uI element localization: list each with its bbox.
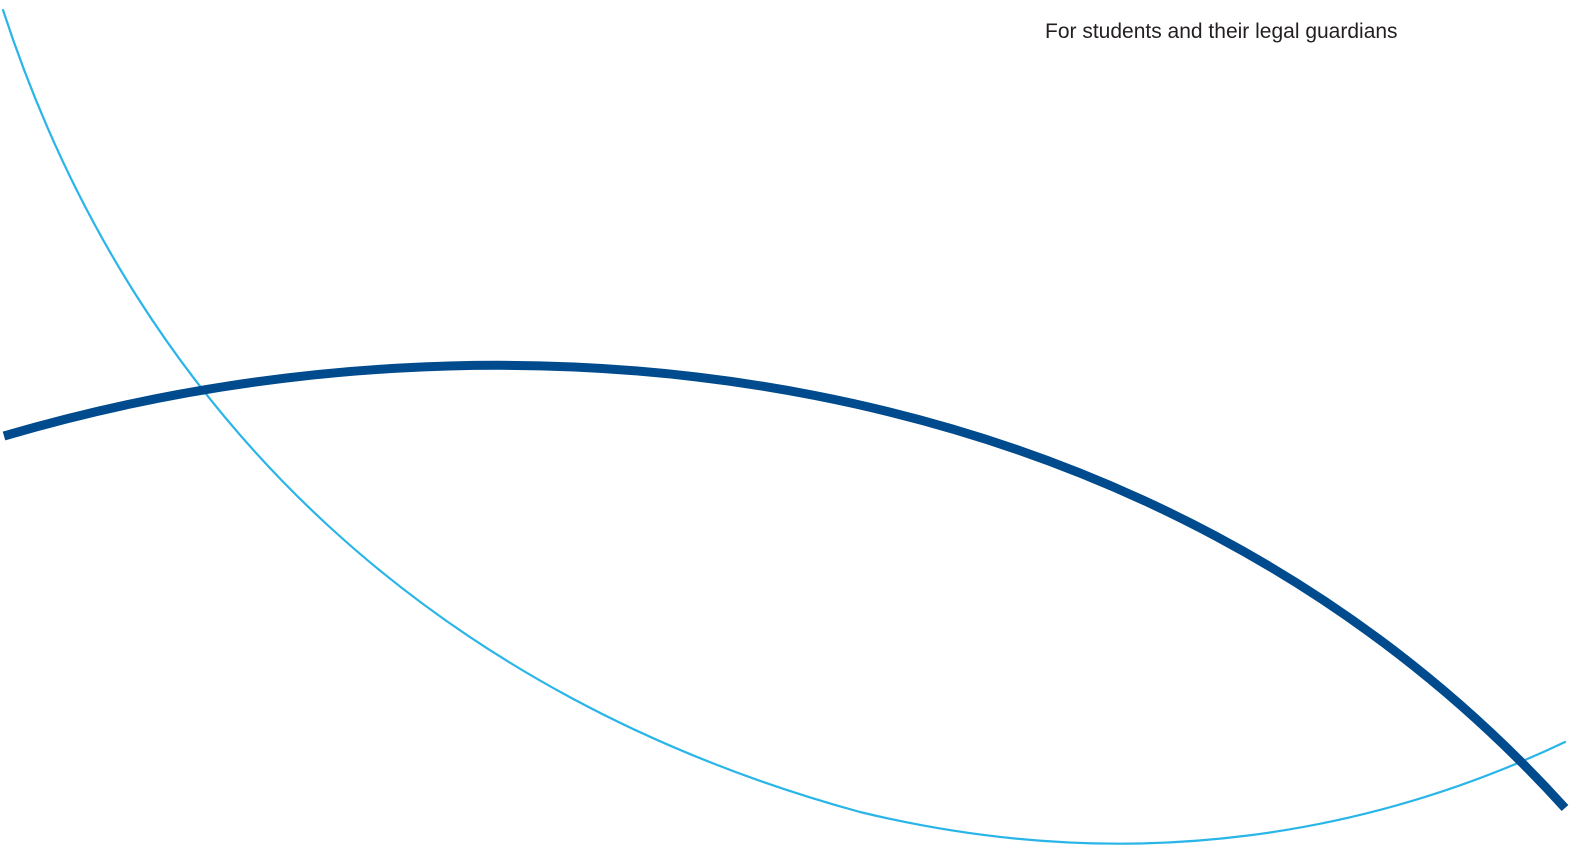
thin-light-blue-curve	[1, 8, 1567, 845]
audience-tagline: For students and their legal guardians	[1045, 20, 1398, 43]
thick-dark-blue-curve	[2, 360, 1569, 812]
